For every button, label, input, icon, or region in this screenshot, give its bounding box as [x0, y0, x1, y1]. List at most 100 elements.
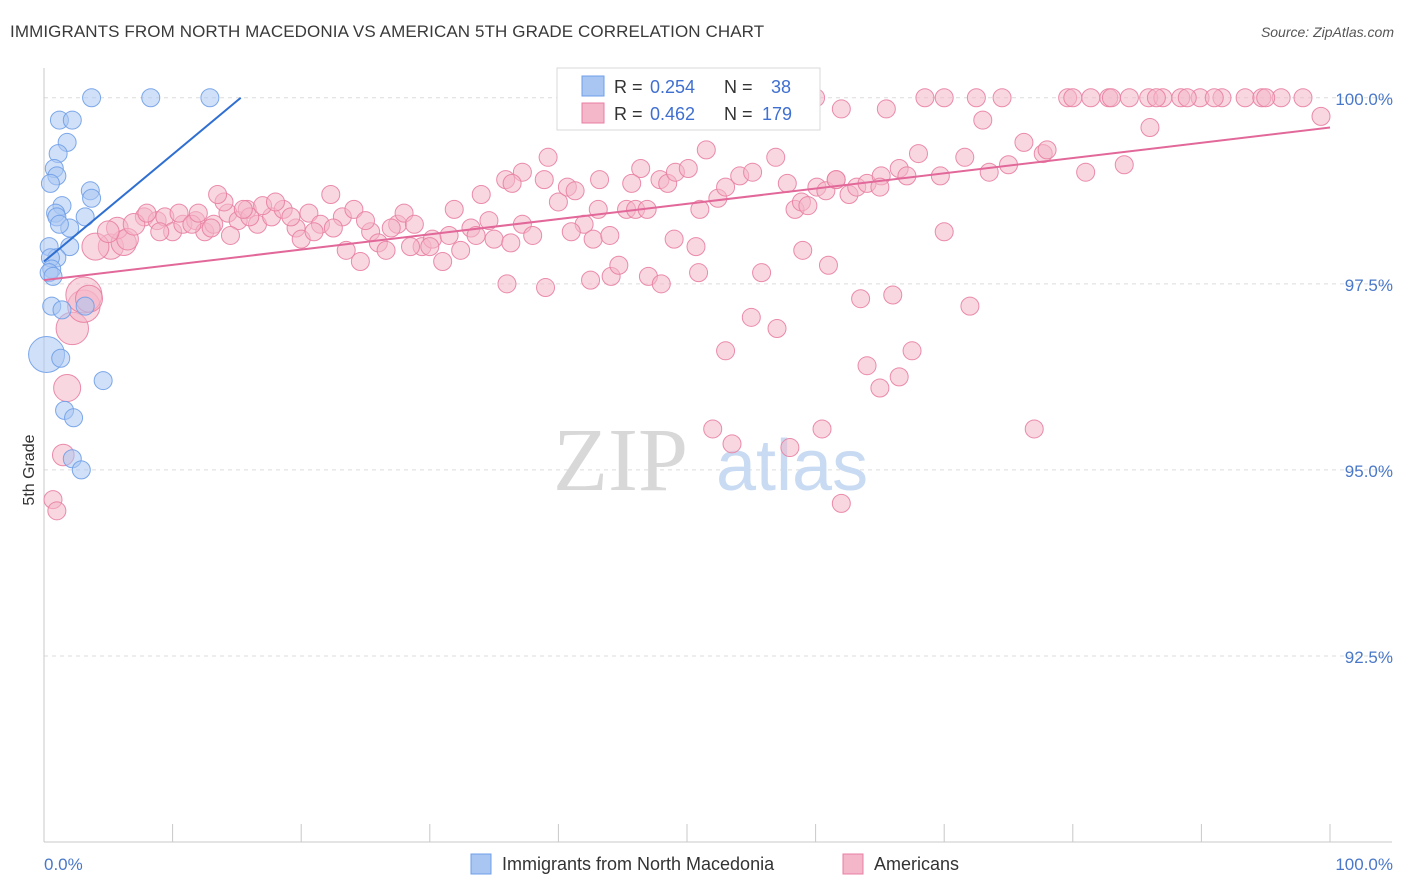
point-american-136: [934, 88, 954, 108]
point-american-159: [323, 218, 343, 238]
point-american-176: [356, 211, 375, 231]
point-american-73: [743, 162, 763, 182]
point-american-121: [857, 356, 877, 376]
point-american-131: [1024, 419, 1044, 439]
point-macedonia-32: [64, 408, 84, 428]
y-tick-label-2: 97.5%: [1345, 276, 1393, 295]
point-american-50: [548, 192, 568, 212]
point-american-151: [622, 173, 642, 193]
point-american-154: [502, 173, 522, 193]
point-american-112: [651, 274, 671, 294]
point-american-118: [851, 289, 871, 309]
point-american-175: [439, 225, 459, 245]
point-american-114: [741, 307, 761, 327]
point-macedonia-17: [49, 214, 69, 234]
point-american-181: [208, 185, 228, 205]
point-macedonia-4: [62, 110, 82, 130]
bottom-legend-swatch-americans: [842, 853, 864, 875]
point-american-141: [1101, 88, 1121, 108]
point-american-76: [777, 173, 797, 193]
point-american-29: [344, 199, 364, 219]
legend-swatch-americans: [581, 102, 605, 124]
point-american-185: [1037, 140, 1057, 160]
point-american-186: [1076, 162, 1096, 182]
point-american-144: [1204, 88, 1224, 108]
point-american-1: [47, 501, 67, 521]
point-american-65: [678, 158, 698, 178]
point-american-108: [1311, 106, 1331, 126]
point-macedonia-1: [141, 88, 161, 108]
point-american-161: [220, 225, 240, 245]
point-american-57: [609, 255, 629, 275]
point-american-30: [350, 252, 370, 271]
point-american-152: [466, 225, 486, 245]
point-american-190: [870, 177, 890, 197]
point-american-188: [1140, 118, 1160, 138]
point-american-129: [812, 419, 832, 439]
point-american-143: [1177, 88, 1197, 108]
point-american-96: [1081, 88, 1101, 108]
point-american-133: [831, 99, 851, 119]
point-american-127: [722, 434, 742, 454]
series-americans-points: [43, 88, 1331, 521]
point-american-123: [889, 367, 909, 387]
y-tick-label-1: 95.0%: [1345, 462, 1393, 481]
point-american-126: [703, 419, 723, 439]
point-american-41: [451, 240, 471, 260]
point-american-44: [484, 229, 504, 249]
bottom-legend: Immigrants from North Macedonia American…: [470, 853, 959, 875]
point-american-69: [690, 199, 710, 219]
point-american-155: [381, 218, 401, 238]
point-american-191: [664, 229, 684, 249]
point-macedonia-34: [71, 460, 91, 480]
point-american-158: [304, 222, 324, 242]
point-american-98: [1119, 88, 1139, 108]
point-american-3: [53, 374, 82, 403]
point-american-153: [479, 211, 499, 231]
point-american-91: [955, 147, 975, 167]
y-tick-label-0: 92.5%: [1345, 648, 1393, 667]
point-american-117: [818, 255, 838, 275]
point-american-172: [97, 220, 120, 244]
point-american-43: [471, 185, 491, 205]
point-american-125: [960, 296, 980, 316]
point-american-137: [966, 88, 986, 108]
bottom-legend-swatch-macedonia: [470, 853, 492, 875]
grid-lines: [44, 97, 1392, 657]
point-american-138: [973, 110, 993, 130]
point-american-164: [150, 222, 170, 242]
point-american-115: [767, 318, 787, 338]
point-american-88: [897, 166, 917, 186]
point-american-110: [536, 278, 556, 298]
point-american-189: [826, 170, 846, 190]
point-macedonia-26: [52, 300, 72, 320]
legend-n-label-macedonia: N =: [724, 77, 753, 97]
y-tick-labels: 92.5% 95.0% 97.5% 100.0%: [1335, 90, 1393, 667]
point-american-139: [992, 88, 1012, 108]
point-american-48: [523, 225, 543, 245]
legend-n-label-americans: N =: [724, 104, 753, 124]
legend-r-label-americans: R =: [614, 104, 643, 124]
point-macedonia-29: [51, 348, 71, 368]
point-american-68: [696, 140, 716, 160]
point-american-25: [299, 203, 319, 223]
point-american-178: [265, 192, 285, 212]
legend-r-value-macedonia: 0.254: [650, 77, 695, 97]
bottom-legend-label-americans: Americans: [874, 854, 959, 874]
point-american-167: [188, 203, 208, 223]
point-american-90: [930, 166, 950, 186]
x-tick-labels: 0.0% 100.0%: [44, 855, 1393, 874]
point-american-193: [561, 222, 581, 242]
y-tick-label-3: 100.0%: [1335, 90, 1393, 109]
point-american-168: [201, 218, 221, 238]
point-american-33: [376, 240, 396, 260]
point-american-134: [876, 99, 896, 119]
point-american-40: [444, 199, 464, 219]
point-american-177: [281, 207, 301, 227]
point-american-67: [689, 263, 709, 283]
trend-line-american: [43, 126, 1331, 282]
point-american-119: [883, 285, 903, 305]
point-american-74: [752, 263, 772, 283]
point-american-93: [1014, 132, 1034, 152]
